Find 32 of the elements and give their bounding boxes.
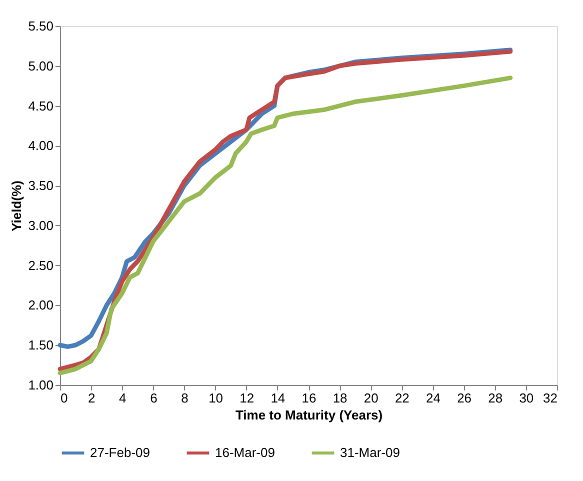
x-tick-label: 8 — [181, 390, 188, 406]
x-tick-label: 14 — [270, 390, 286, 406]
y-tick-label: 4.50 — [28, 98, 54, 114]
x-tick-label: 4 — [119, 390, 126, 406]
x-tick-label: 20 — [364, 390, 378, 406]
x-tick-label: 16 — [302, 390, 316, 406]
y-tick-label: 1.00 — [28, 378, 54, 392]
y-tick-label: 4.00 — [28, 138, 54, 154]
x-tick-label: 6 — [150, 390, 158, 406]
legend-label: 31-Mar-09 — [340, 445, 400, 460]
x-tick-label: 30 — [519, 390, 534, 406]
x-tick-label: 28 — [488, 390, 503, 406]
y-tick-label: 5.50 — [28, 18, 54, 34]
y-tick-label: 1.50 — [28, 338, 54, 353]
x-tick-label: 0 — [60, 390, 68, 406]
x-tick-label: 10 — [208, 390, 224, 406]
x-tick-label: 32 — [543, 390, 558, 406]
y-tick-label: 2.50 — [28, 258, 54, 273]
x-axis-title: Time to Maturity (Years) — [235, 408, 383, 422]
y-tick-label: 2.00 — [28, 298, 54, 313]
y-tick-label: 3.00 — [28, 218, 54, 233]
x-tick-label: 12 — [240, 390, 254, 406]
y-axis-title: Yield(%) — [9, 180, 24, 232]
legend-label: 16-Mar-09 — [215, 445, 275, 460]
x-tick-label: 26 — [457, 390, 472, 406]
x-tick-label: 18 — [332, 390, 348, 406]
legend-label: 27-Feb-09 — [90, 445, 150, 460]
x-tick-label: 22 — [394, 390, 410, 406]
y-tick-label: 3.50 — [28, 178, 54, 194]
x-tick-label: 2 — [88, 390, 96, 406]
y-tick-label: 5.00 — [28, 58, 54, 74]
x-tick-label: 24 — [426, 390, 440, 406]
